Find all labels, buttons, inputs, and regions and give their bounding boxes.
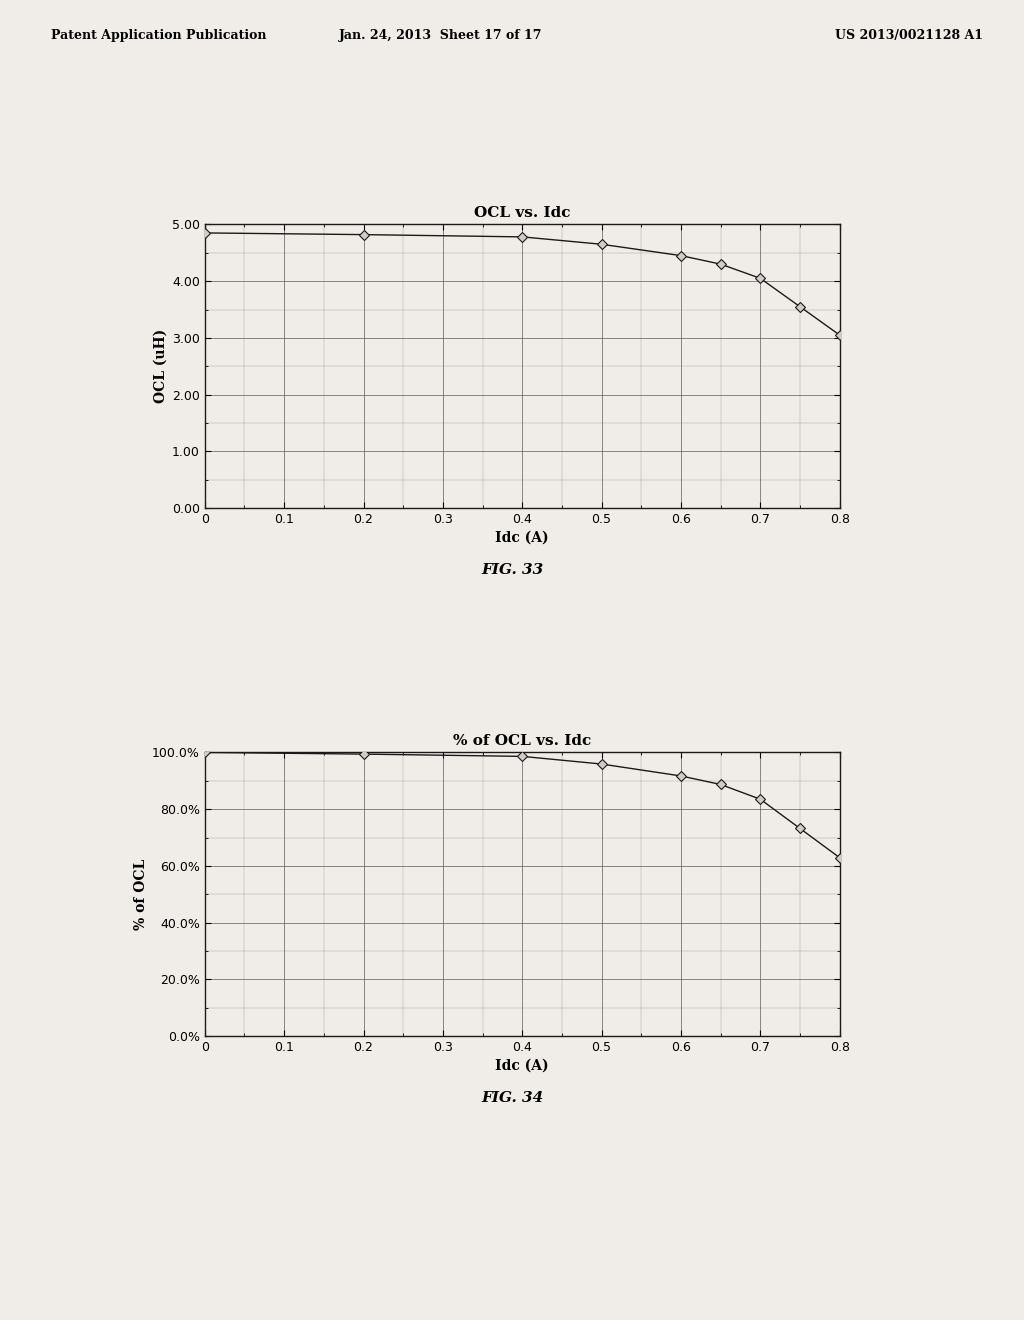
X-axis label: Idc (A): Idc (A): [496, 531, 549, 544]
Y-axis label: OCL (uH): OCL (uH): [154, 329, 168, 404]
Title: % of OCL vs. Idc: % of OCL vs. Idc: [453, 734, 592, 748]
X-axis label: Idc (A): Idc (A): [496, 1059, 549, 1072]
Text: FIG. 34: FIG. 34: [481, 1092, 543, 1105]
Text: Patent Application Publication: Patent Application Publication: [51, 29, 266, 42]
Y-axis label: % of OCL: % of OCL: [134, 859, 147, 929]
Text: Jan. 24, 2013  Sheet 17 of 17: Jan. 24, 2013 Sheet 17 of 17: [339, 29, 542, 42]
Text: FIG. 33: FIG. 33: [481, 564, 543, 577]
Title: OCL vs. Idc: OCL vs. Idc: [474, 206, 570, 220]
Text: US 2013/0021128 A1: US 2013/0021128 A1: [835, 29, 983, 42]
